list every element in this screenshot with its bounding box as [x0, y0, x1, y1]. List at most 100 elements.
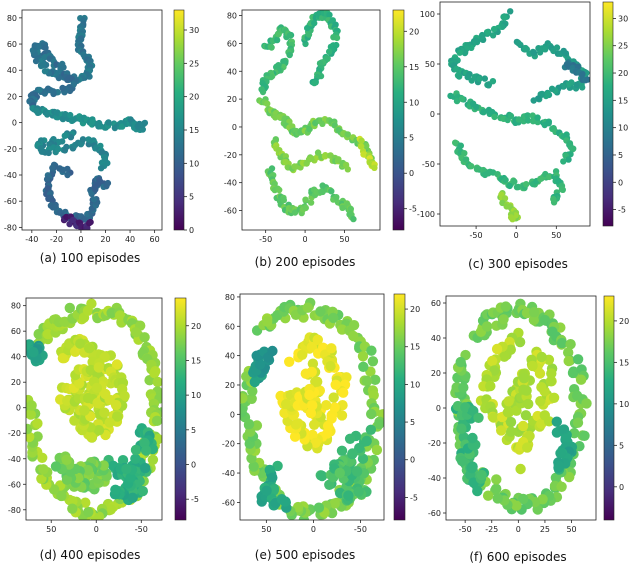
- scatter-point: [518, 373, 530, 384]
- scatter-point: [82, 305, 94, 316]
- panel-1: -40 -20 0 20 40 60 -80 -60 -40 -20 0 20 40 60 80 0 5 10 15…: [4, 9, 199, 265]
- scatter-point: [365, 424, 377, 435]
- panel-6: -50 -25 0 25 50 -60 -40 -20 0 20 40 60 0 5 10 15 20 (f) 6…: [428, 295, 629, 564]
- scatter-point: [64, 302, 76, 314]
- colorbar-tick-label: 20: [409, 27, 419, 36]
- colorbar-tick-label: 15: [191, 356, 201, 365]
- scatter-point: [89, 118, 97, 126]
- scatter-point: [67, 111, 74, 119]
- scatter-point: [104, 417, 115, 428]
- colorbar: -5 0 5 10 15 20: [174, 297, 201, 521]
- colorbar: -5 0 5 10 15 20: [392, 9, 419, 231]
- scatter-point: [61, 454, 72, 465]
- scatter-point: [258, 86, 265, 93]
- scatter-point: [542, 46, 549, 53]
- scatter-point: [333, 194, 340, 201]
- scatter-point: [452, 139, 459, 146]
- scatter-point: [336, 410, 348, 421]
- scatter-point: [84, 343, 95, 354]
- y-tick-label: 40: [7, 66, 17, 75]
- scatter-point: [565, 339, 576, 350]
- scatter-point: [50, 461, 62, 472]
- colorbar-gradient: [174, 297, 187, 521]
- scatter-point: [117, 455, 129, 466]
- scatter-point: [286, 32, 293, 39]
- scatter-point: [329, 498, 340, 509]
- scatter-point: [339, 204, 346, 211]
- scatter-point: [26, 431, 35, 443]
- scatter-point: [57, 353, 69, 364]
- x-tick-label: -20: [50, 235, 63, 244]
- y-tick-label: 60: [225, 322, 235, 331]
- scatter-point: [522, 442, 533, 453]
- scatter-point: [261, 485, 272, 496]
- scatter-point: [302, 204, 309, 212]
- scatter-point: [42, 44, 49, 51]
- panel-caption: (d) 400 episodes: [40, 548, 141, 562]
- scatter-point: [316, 60, 324, 67]
- scatter-point: [581, 398, 592, 409]
- scatter-point: [569, 146, 576, 153]
- scatter-point: [297, 349, 308, 360]
- colorbar-tick-label: 30: [618, 14, 628, 23]
- x-tick-label: -50: [135, 525, 148, 534]
- scatter-point: [457, 142, 464, 149]
- scatter-point: [338, 387, 349, 398]
- y-tick-label: 20: [11, 378, 21, 387]
- colorbar-tick-label: -5: [618, 206, 626, 215]
- scatter-point: [262, 316, 273, 327]
- scatter-point: [276, 186, 283, 194]
- scatter-point: [83, 506, 94, 518]
- scatter-point: [64, 171, 71, 179]
- x-tick-label: -25: [485, 525, 498, 534]
- y-tick-label: 20: [7, 92, 17, 101]
- colorbar-tick-label: -5: [409, 205, 417, 214]
- scatter-point: [458, 95, 466, 103]
- scatter-point: [306, 125, 313, 133]
- scatter-point: [264, 464, 275, 476]
- scatter-point: [264, 100, 271, 107]
- scatter-point: [307, 199, 315, 206]
- scatter-point: [254, 359, 266, 370]
- scatter-point: [38, 148, 46, 155]
- scatter-point: [147, 454, 159, 465]
- scatter-point: [26, 409, 36, 420]
- scatter-point: [326, 11, 333, 19]
- y-tick-label: -40: [4, 171, 17, 180]
- colorbar: -5 0 5 10 15 20: [393, 293, 420, 521]
- scatter-point: [38, 464, 49, 475]
- scatter-point: [92, 397, 103, 409]
- scatter-point: [105, 119, 112, 126]
- scatter-points: [450, 298, 592, 515]
- scatter-point: [103, 182, 110, 189]
- scatter-point: [152, 376, 162, 388]
- scatter-point: [291, 209, 299, 216]
- y-tick-label: 0: [430, 110, 435, 119]
- scatter-point: [41, 68, 49, 75]
- x-tick-label: 0: [311, 525, 316, 534]
- scatter-point: [44, 185, 51, 192]
- y-tick-label: 20: [227, 95, 237, 104]
- y-tick-label: 0: [230, 410, 235, 419]
- scatter-point: [485, 82, 492, 89]
- scatter-point: [344, 433, 356, 444]
- plot-frame: [239, 293, 385, 521]
- x-tick-label: 50: [339, 235, 349, 244]
- scatter-point: [520, 410, 532, 421]
- y-tick-label: 20: [225, 381, 235, 390]
- scatter-point: [546, 173, 553, 181]
- colorbar: -5 0 5 10 15 20 25 30: [602, 1, 628, 227]
- y-tick-label: 80: [7, 14, 17, 23]
- scatter-point: [507, 8, 514, 15]
- scatter-point: [267, 43, 274, 50]
- scatter-point: [311, 79, 318, 87]
- scatter-point: [530, 97, 537, 104]
- scatter-point: [560, 158, 567, 165]
- scatter-point: [82, 464, 94, 476]
- scatter-point: [480, 109, 487, 116]
- scatter-point: [137, 485, 148, 497]
- scatter-point: [130, 444, 142, 456]
- scatter-point: [306, 366, 317, 378]
- y-tick-label: -50: [422, 160, 435, 169]
